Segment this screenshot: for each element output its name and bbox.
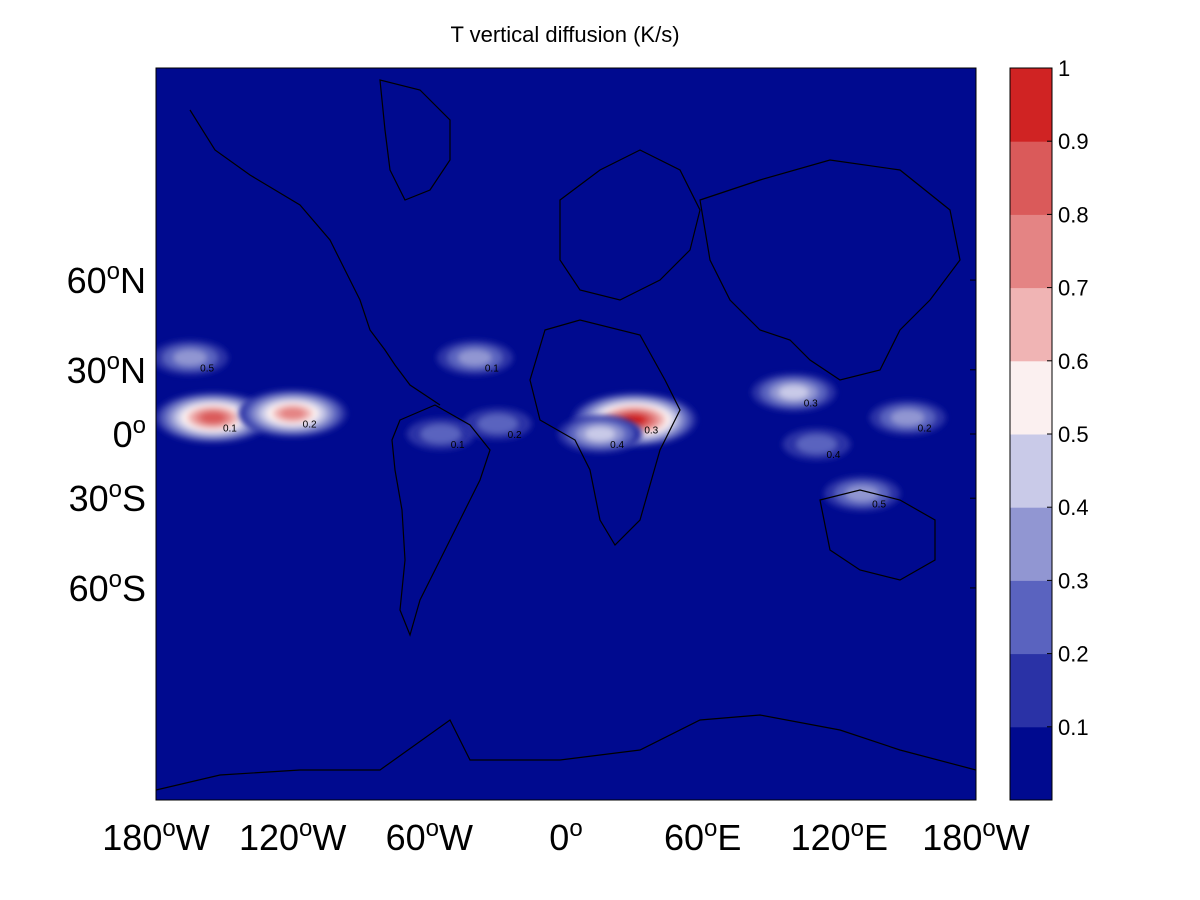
y-tick-label: 60oS <box>69 566 146 609</box>
y-tick-marks <box>970 279 976 589</box>
contour-label: 0.2 <box>303 419 317 430</box>
y-tick-label: 30oN <box>67 348 146 391</box>
colorbar-segment <box>1010 360 1052 435</box>
x-tick-label: 60oE <box>664 815 741 858</box>
contour-label: 0.1 <box>451 440 465 451</box>
region-level <box>796 434 837 454</box>
region-level <box>477 414 518 434</box>
x-tick-label: 60oW <box>386 815 473 858</box>
coastline-asia <box>699 159 961 381</box>
coastlines <box>156 79 976 791</box>
colorbar-segment <box>1010 434 1052 508</box>
colorbar-tick-label: 0.9 <box>1058 129 1089 154</box>
coastline-greenland <box>379 79 451 201</box>
y-tick-label: 60oN <box>67 258 146 301</box>
colorbar-segment <box>1010 507 1052 581</box>
contour-labels: 0.1 0.2 0.3 0.4 0.5 0.1 0.2 0.3 0.4 0.5 0.1 0.2 <box>200 364 932 511</box>
contour-label: 0.4 <box>610 440 624 451</box>
colorbar-segment <box>1010 580 1052 655</box>
x-tick-label: 180oW <box>922 815 1029 858</box>
region-level <box>891 409 925 426</box>
colorbar-tick-label: 0.8 <box>1058 202 1089 227</box>
colorbar-segment <box>1010 214 1052 289</box>
x-axis: 180oW 120oW 60oW 0o 60oE 120oE 180oW <box>102 815 1029 858</box>
y-axis: 60oN 30oN 0o 30oS 60oS <box>67 258 146 609</box>
plot-area: 0.1 0.2 0.3 0.4 0.5 0.1 0.2 0.3 0.4 0.5 0.1 0.2 <box>155 67 977 801</box>
contour-label: 0.1 <box>223 424 237 435</box>
colorbar-tick-label: 0.6 <box>1058 349 1089 374</box>
colorbar-segment <box>1010 141 1052 215</box>
contour-label: 0.2 <box>508 430 522 441</box>
region-level <box>173 349 207 366</box>
region-level <box>778 385 809 400</box>
region-patch <box>782 428 851 461</box>
region-level <box>458 349 492 366</box>
region-level <box>420 424 461 444</box>
region-level <box>585 427 616 441</box>
colorbar-tick-label: 0.7 <box>1058 276 1089 301</box>
colorbar-segment <box>1010 653 1052 728</box>
colorbar-tick-label: 1 <box>1058 56 1070 81</box>
x-tick-label: 180oW <box>102 815 209 858</box>
region-level <box>279 407 306 420</box>
region-patch <box>406 418 475 450</box>
coastline-africa <box>529 319 681 546</box>
region-patch <box>156 392 271 444</box>
field-patches <box>156 340 946 511</box>
colorbar-tick-label: 0.4 <box>1058 495 1089 520</box>
contour-label: 0.5 <box>872 500 886 511</box>
colorbar-tick-label: 0.3 <box>1058 568 1089 593</box>
colorbar-segment <box>1010 68 1052 142</box>
region-patch <box>869 400 946 436</box>
coastline-south-america <box>391 404 491 637</box>
contour-label: 0.5 <box>200 364 214 375</box>
contour-label: 0.2 <box>918 424 932 435</box>
x-tick-label: 0o <box>549 815 582 858</box>
region-level <box>845 485 879 502</box>
region-patch <box>558 415 643 453</box>
x-tick-label: 120oE <box>791 815 888 858</box>
colorbar-segment <box>1010 726 1052 801</box>
region-patch <box>751 373 836 412</box>
region-patch <box>436 340 513 376</box>
coastline-australia <box>819 489 936 581</box>
colorbar-segment <box>1010 287 1052 362</box>
region-patch <box>156 340 229 376</box>
y-tick-label: 0o <box>113 412 146 455</box>
region-patch <box>463 407 532 440</box>
contour-label: 0.4 <box>827 450 841 461</box>
region-patch <box>824 476 901 511</box>
x-tick-label: 120oW <box>239 815 346 858</box>
colorbar: 0.1 0.2 0.3 0.4 0.5 0.6 0.7 0.8 0.9 1 <box>1009 56 1089 801</box>
region-patch <box>238 389 347 438</box>
contour-label: 0.3 <box>804 398 818 409</box>
colorbar-tick-label: 0.1 <box>1058 715 1089 740</box>
y-tick-label: 30oS <box>69 476 146 519</box>
coastline-europe <box>559 149 701 301</box>
coastline-north-america <box>189 109 441 406</box>
chart-title: T vertical diffusion (K/s) <box>450 22 680 47</box>
coastline-antarctica <box>156 714 976 791</box>
region-level <box>200 411 226 424</box>
colorbar-tick-label: 0.2 <box>1058 642 1089 667</box>
colorbar-tick-label: 0.5 <box>1058 422 1089 447</box>
contour-label: 0.3 <box>644 426 658 437</box>
contour-label: 0.1 <box>485 364 499 375</box>
